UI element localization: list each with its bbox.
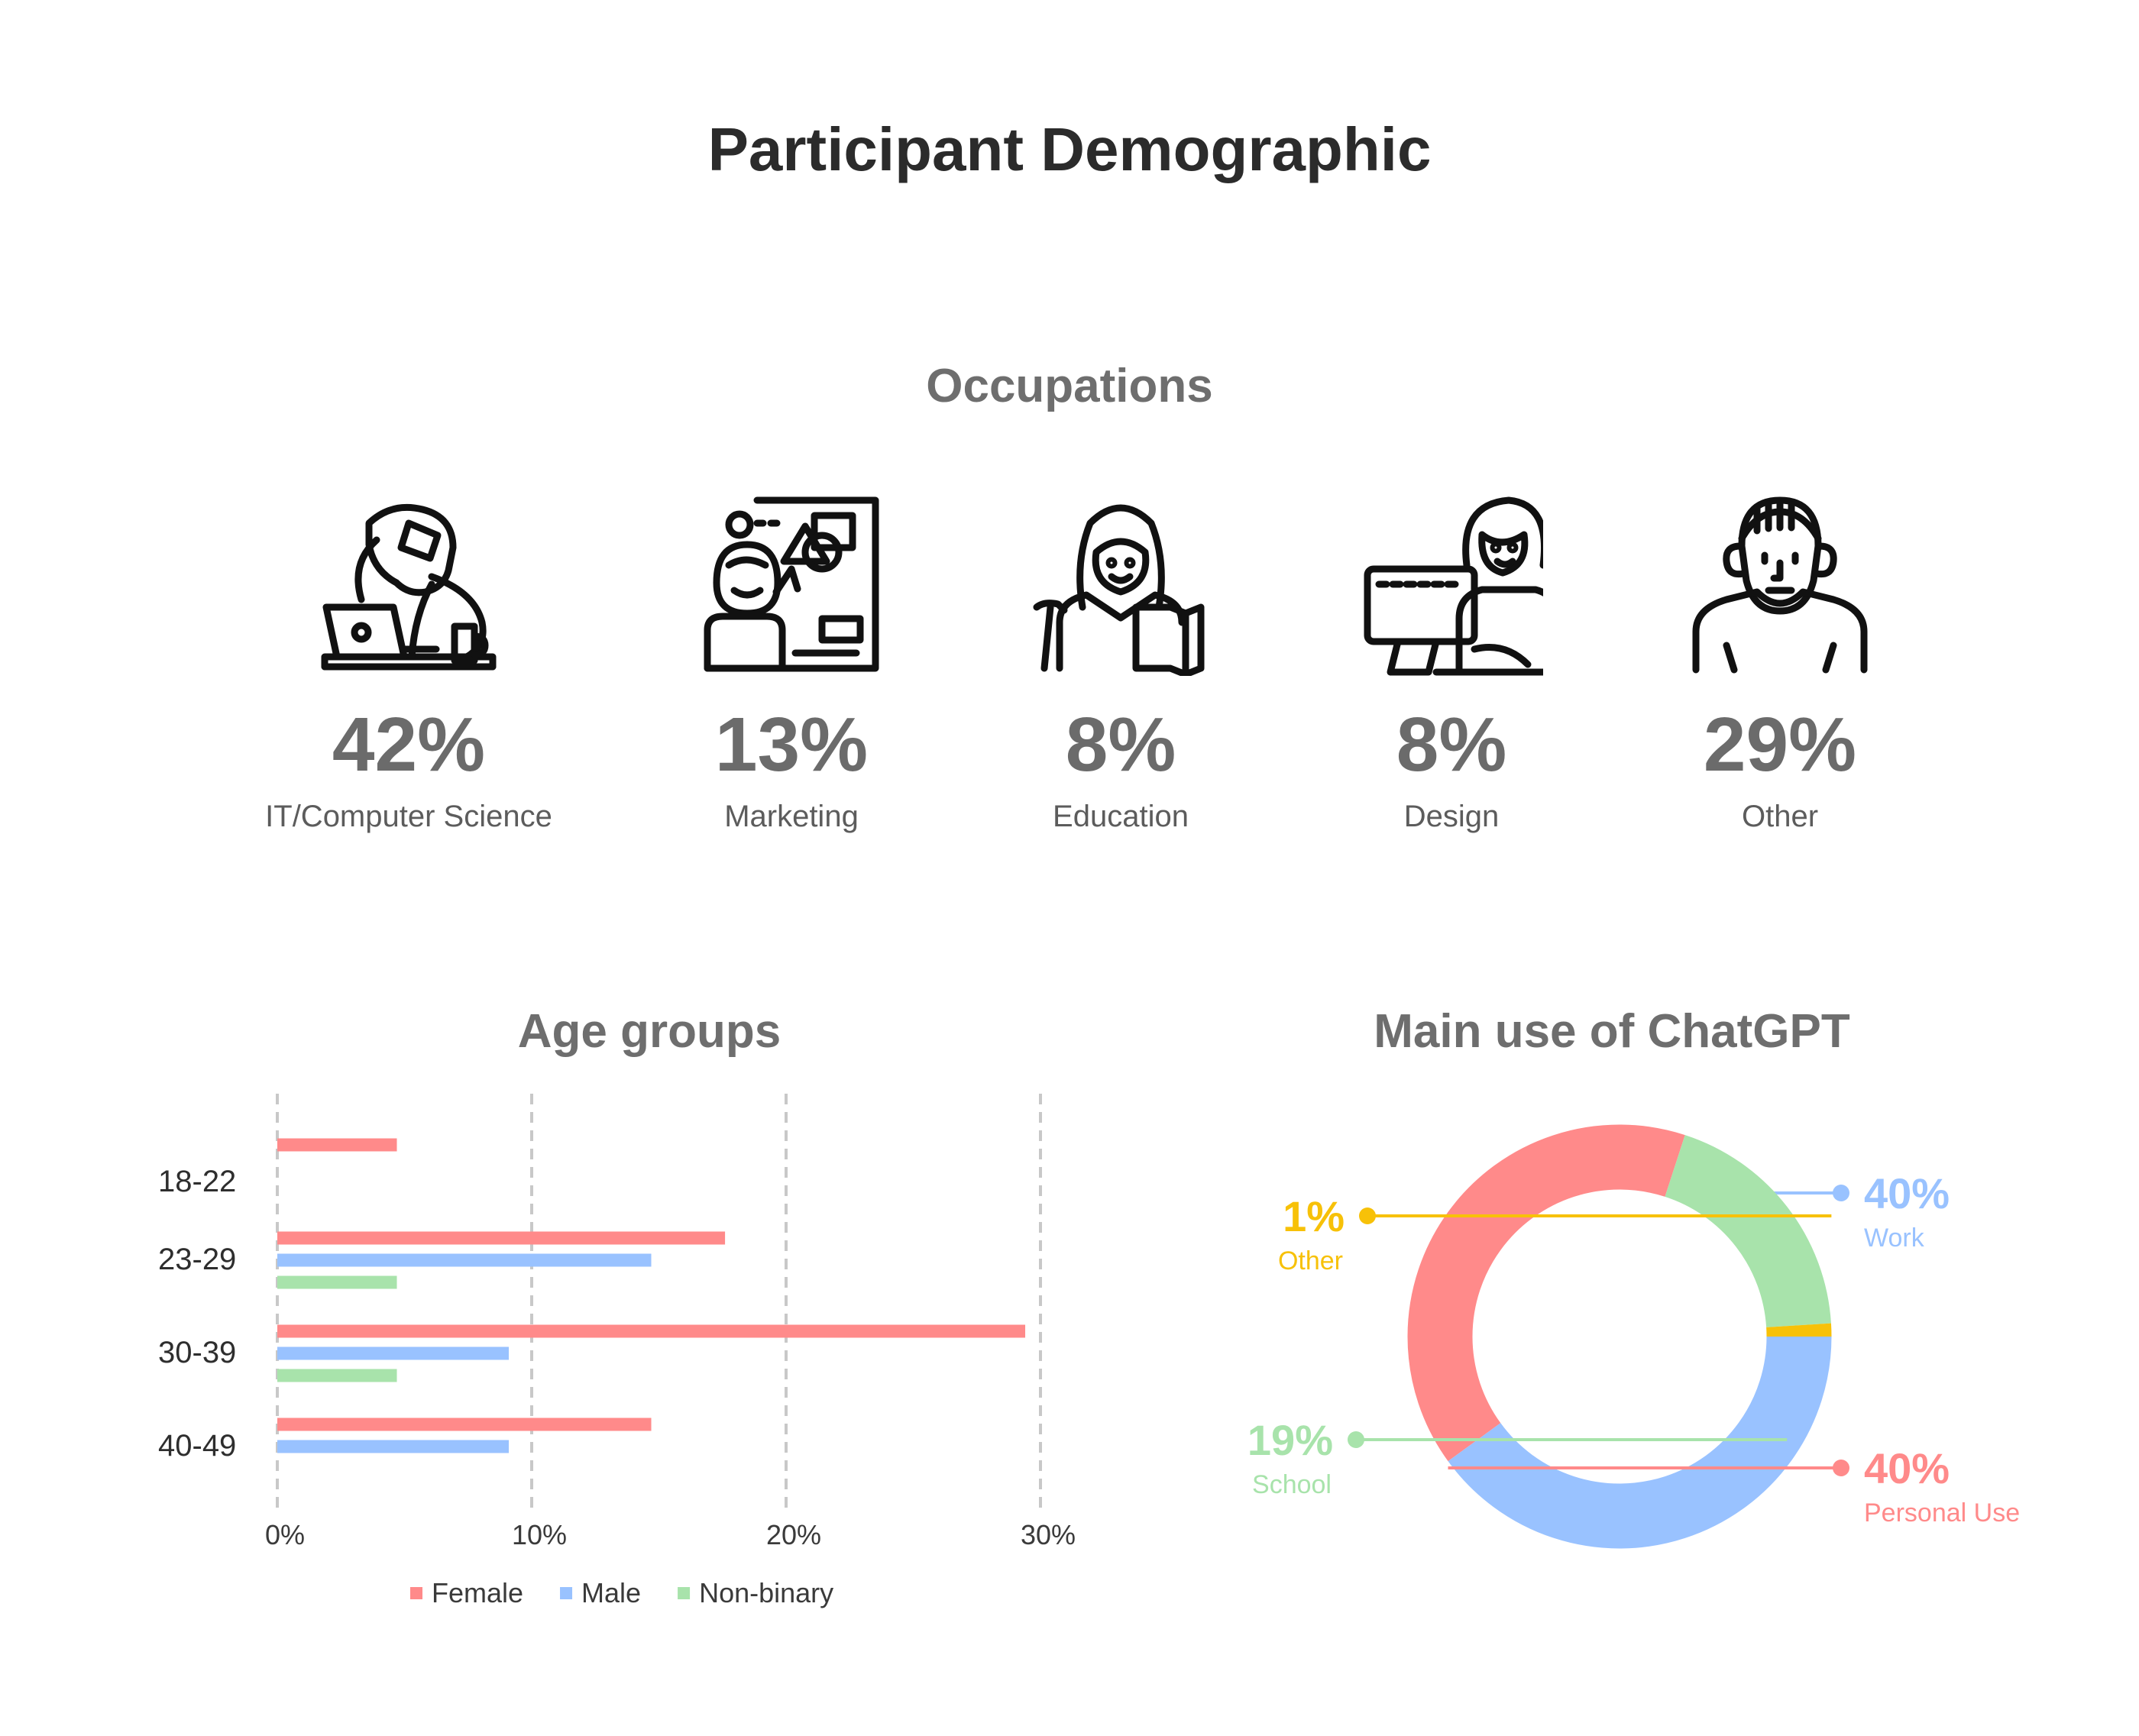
bar-female-40-49 bbox=[277, 1418, 652, 1431]
occupation-label: Education bbox=[1053, 800, 1189, 833]
leader-dot bbox=[1833, 1460, 1849, 1476]
slice-percent: 1% bbox=[1283, 1192, 1345, 1240]
donut-slice-school bbox=[1664, 1135, 1831, 1328]
programmer-at-laptop-icon bbox=[321, 503, 497, 671]
legend-label: Non-binary bbox=[699, 1577, 833, 1608]
occupation-label: Design bbox=[1403, 800, 1500, 833]
slice-percent: 40% bbox=[1864, 1169, 1950, 1217]
designer-at-computer-icon bbox=[1364, 496, 1543, 676]
x-tick-label: 10% bbox=[512, 1519, 567, 1550]
occupation-label: IT/Computer Science bbox=[265, 800, 552, 833]
donut-slice-personal-use bbox=[1407, 1124, 1685, 1462]
occupation-marketing: 13% Marketing bbox=[623, 493, 959, 834]
leader-dot bbox=[1348, 1431, 1364, 1448]
bar-female-23-29 bbox=[277, 1231, 726, 1245]
page-title: Participant Demographic bbox=[707, 115, 1432, 183]
legend-swatch bbox=[678, 1587, 691, 1599]
x-tick-label: 30% bbox=[1021, 1519, 1076, 1550]
occupation-it: 42% IT/Computer Science bbox=[241, 493, 577, 834]
legend-label: Female bbox=[432, 1577, 523, 1608]
legend-label: Male bbox=[581, 1577, 641, 1608]
bar-female-18-22 bbox=[277, 1138, 397, 1152]
donut-slice-work bbox=[1448, 1336, 1832, 1549]
occupation-percent: 8% bbox=[1065, 702, 1176, 787]
category-label: 18-22 bbox=[158, 1165, 236, 1198]
slice-percent: 40% bbox=[1864, 1444, 1950, 1492]
category-label: 30-39 bbox=[158, 1336, 236, 1369]
occupation-percent: 8% bbox=[1396, 702, 1507, 787]
bar-male-23-29 bbox=[277, 1253, 652, 1267]
category-label: 40-49 bbox=[158, 1429, 236, 1463]
slice-percent: 19% bbox=[1247, 1416, 1333, 1464]
x-tick-label: 20% bbox=[766, 1519, 821, 1550]
person-icon bbox=[1692, 496, 1868, 674]
bar-non-binary-30-39 bbox=[277, 1369, 397, 1382]
bar-male-30-39 bbox=[277, 1346, 510, 1360]
occupation-label: Other bbox=[1741, 800, 1819, 833]
occupation-design: 8% Design bbox=[1283, 493, 1620, 834]
occupation-education: 8% Education bbox=[953, 493, 1289, 834]
marketer-with-presentation-icon bbox=[704, 496, 879, 672]
occupation-percent: 29% bbox=[1703, 702, 1857, 787]
slice-name: School bbox=[1252, 1470, 1332, 1499]
bar-female-30-39 bbox=[277, 1324, 1026, 1338]
bar-non-binary-23-29 bbox=[277, 1275, 397, 1289]
leader-dot bbox=[1359, 1207, 1376, 1224]
main-use-donut-chart: 40% Work 40% Personal Use 19% School 1% Other bbox=[1247, 1124, 2020, 1549]
occupation-percent: 42% bbox=[332, 702, 486, 787]
leader-dot bbox=[1833, 1185, 1849, 1201]
main-use-title: Main use of ChatGPT bbox=[1374, 1005, 1850, 1058]
legend-swatch bbox=[560, 1587, 573, 1599]
category-label: 23-29 bbox=[158, 1243, 236, 1276]
age-groups-chart: 0% 10% 20% 30% 18-22 23-29 30-39 40-49 Female Mal… bbox=[158, 1094, 1076, 1608]
legend-swatch bbox=[410, 1587, 422, 1599]
occupations-title: Occupations bbox=[926, 360, 1213, 412]
bar-male-40-49 bbox=[277, 1440, 510, 1453]
x-tick-label: 0% bbox=[265, 1519, 305, 1550]
occupation-other: 29% Other bbox=[1612, 493, 1948, 834]
slice-name: Personal Use bbox=[1864, 1498, 2020, 1527]
slice-name: Work bbox=[1864, 1224, 1925, 1253]
age-groups-title: Age groups bbox=[517, 1005, 781, 1058]
occupation-label: Marketing bbox=[724, 800, 859, 833]
occupation-percent: 13% bbox=[714, 702, 869, 787]
slice-name: Other bbox=[1278, 1246, 1343, 1275]
teacher-with-book-icon bbox=[1033, 504, 1205, 676]
